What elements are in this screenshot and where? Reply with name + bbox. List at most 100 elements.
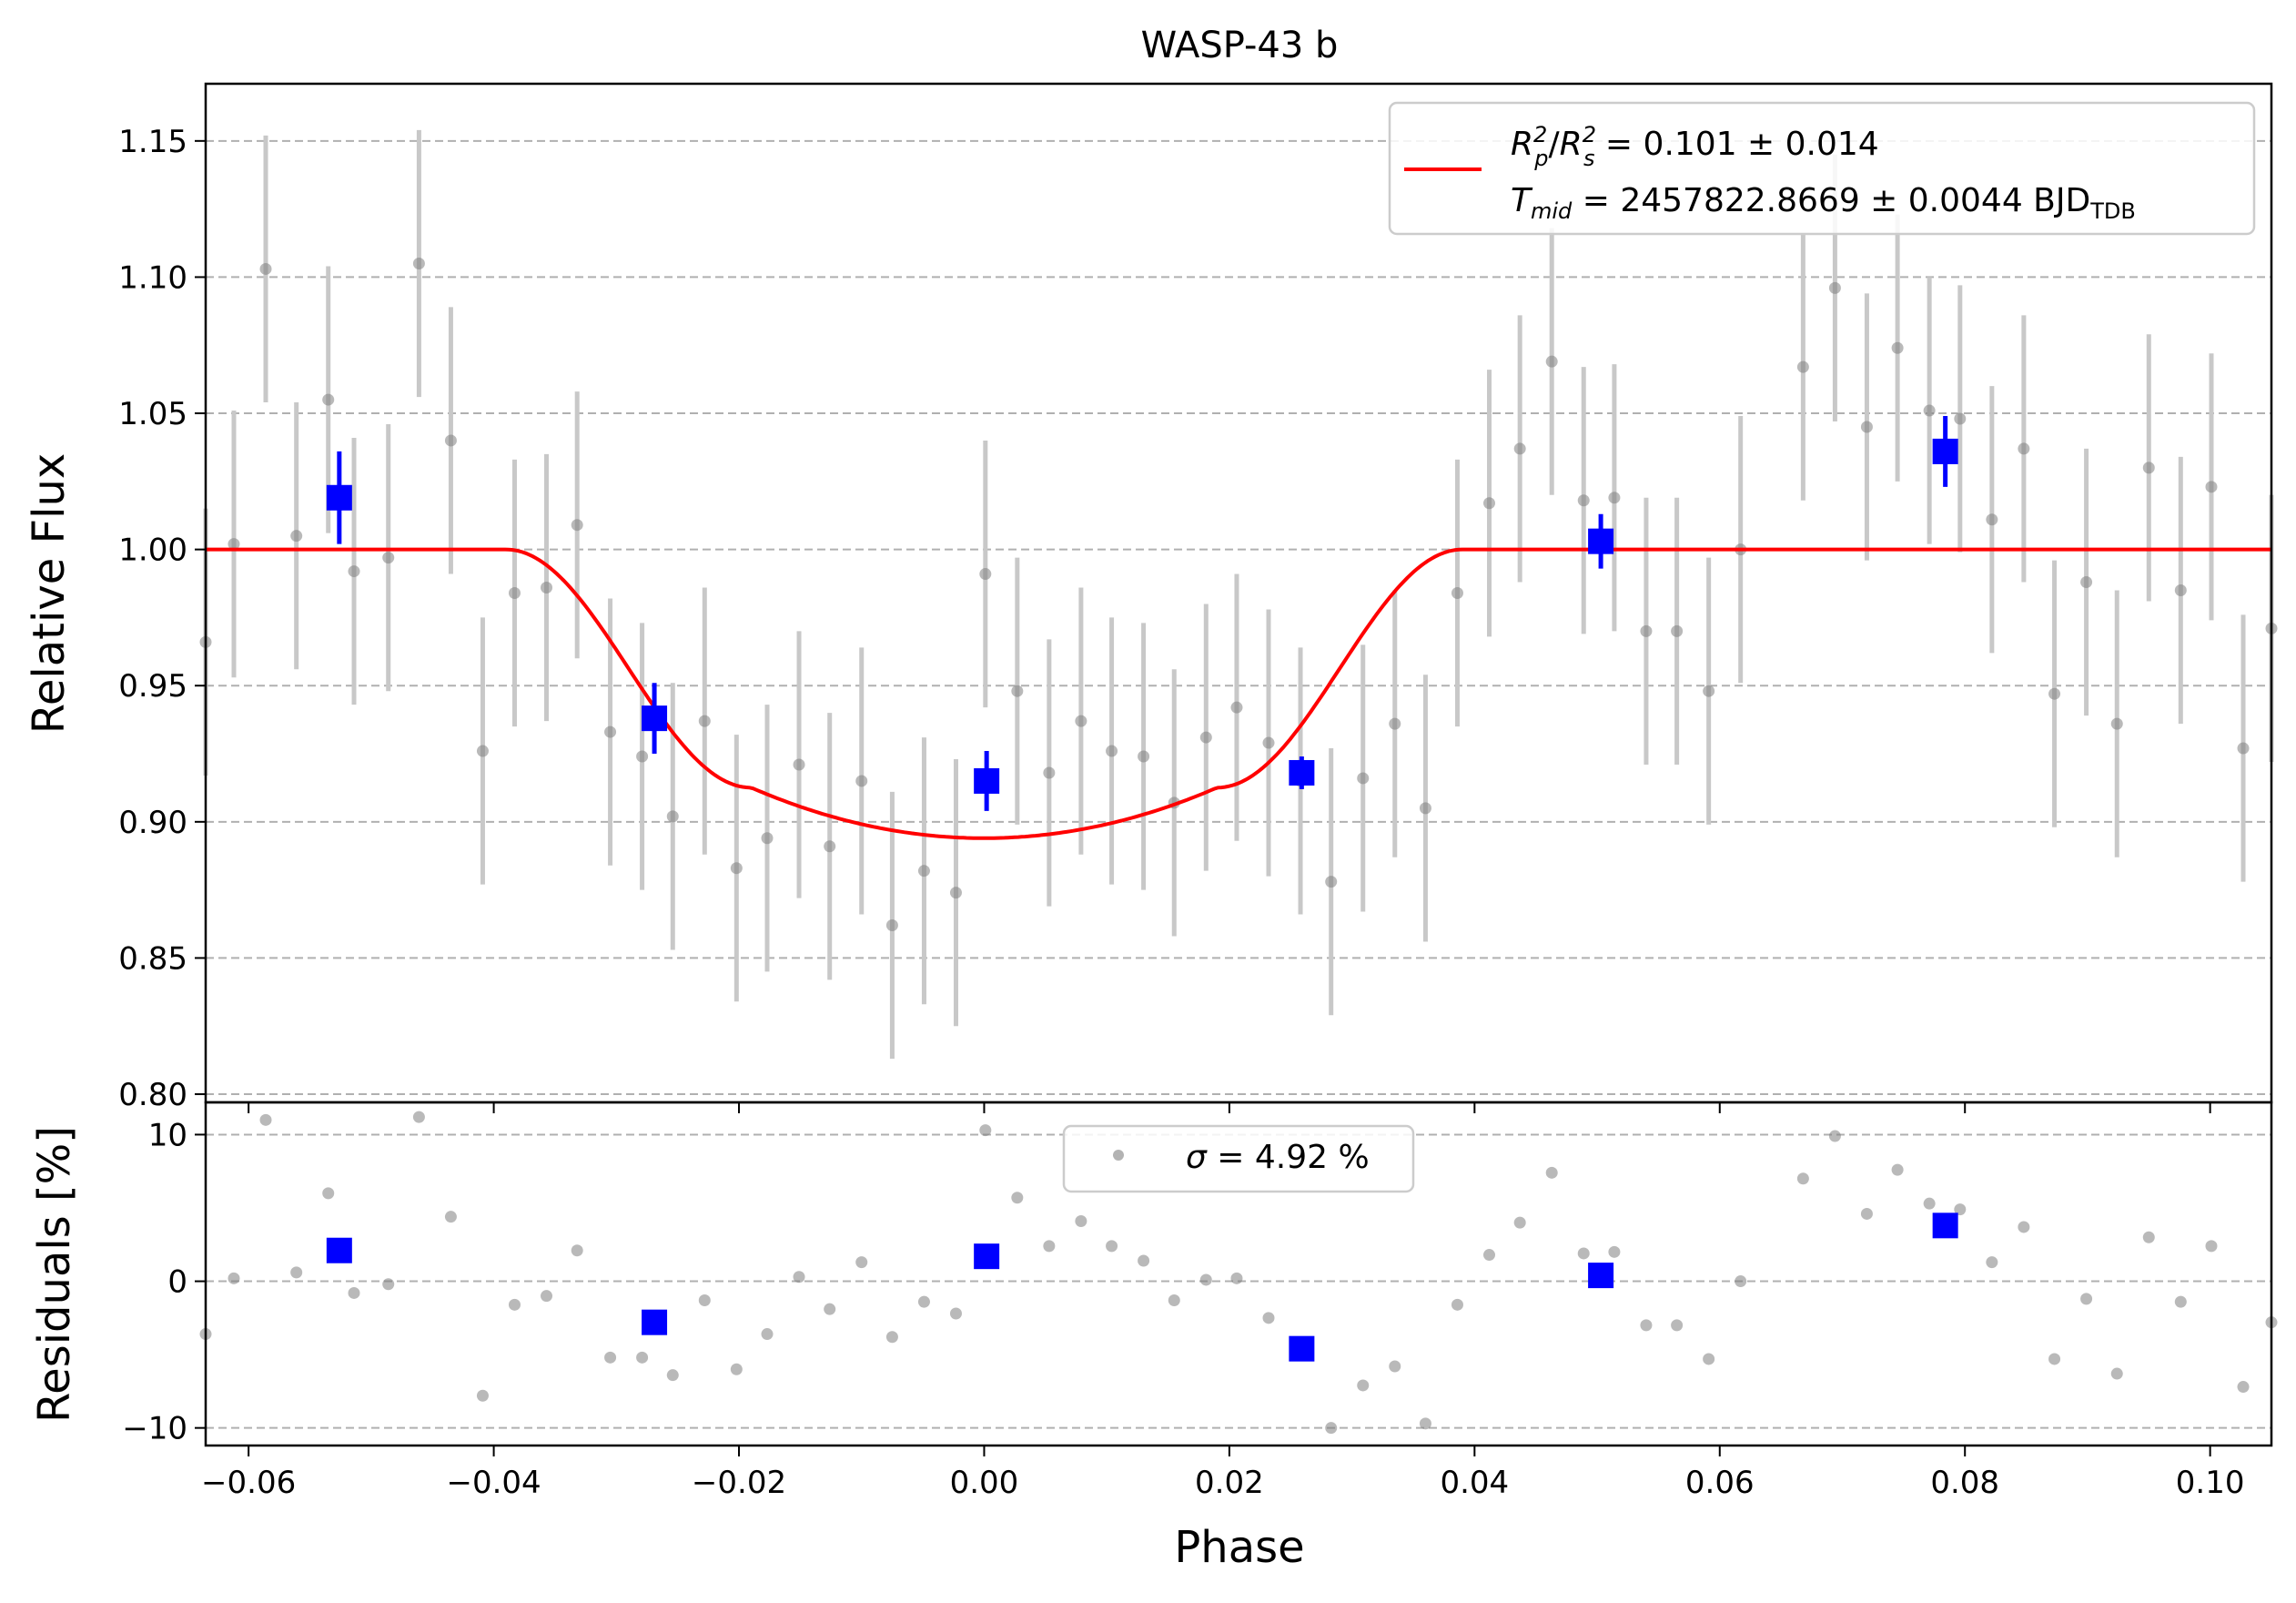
bottom-x-tick-label: 0.00	[950, 1465, 1019, 1501]
top-y-tick-label: 1.15	[118, 124, 187, 160]
residual-point	[1451, 1298, 1463, 1311]
residual-point	[1199, 1273, 1212, 1286]
residual-point	[698, 1294, 711, 1306]
residual-point	[348, 1286, 360, 1299]
residual-point	[2110, 1367, 2123, 1380]
raw-point	[2018, 442, 2030, 455]
raw-point	[1954, 412, 1967, 425]
bottom-x-tick-label: −0.04	[446, 1465, 541, 1501]
raw-point	[1419, 802, 1431, 815]
bottom-x-tick-label: 0.04	[1440, 1465, 1509, 1501]
residual-point	[2080, 1293, 2093, 1305]
residual-point	[1357, 1379, 1370, 1392]
raw-point	[1703, 685, 1715, 697]
raw-point	[1828, 281, 1841, 294]
transit-model-curve	[206, 547, 2271, 840]
top-binned-points	[326, 416, 1958, 811]
raw-point	[1513, 442, 1526, 455]
raw-point	[2110, 717, 2123, 730]
residual-point	[2237, 1381, 2250, 1394]
residual-point	[476, 1389, 489, 1402]
bottom-x-tick-label: 0.06	[1685, 1465, 1755, 1501]
residual-point	[636, 1351, 649, 1364]
bottom-y-tick-label: −10	[122, 1411, 187, 1447]
raw-point	[259, 262, 272, 275]
residual-point	[666, 1369, 679, 1382]
binned-point	[642, 705, 668, 732]
raw-point	[382, 552, 395, 564]
residual-point	[508, 1298, 521, 1311]
residual-point	[2018, 1221, 2030, 1233]
top-y-axis-label: Relative Flux	[24, 453, 75, 735]
residual-point	[855, 1256, 868, 1269]
residual-point	[793, 1271, 805, 1283]
residual-point	[1482, 1249, 1495, 1262]
raw-point	[1011, 685, 1024, 697]
bottom-y-tick-label: 0	[167, 1264, 187, 1301]
residual-point	[1735, 1275, 1747, 1288]
chart-title: WASP-43 b	[1141, 25, 1339, 66]
binned-residual-point	[974, 1243, 1000, 1270]
residual-point	[1230, 1272, 1243, 1284]
residual-point	[1860, 1207, 1873, 1220]
top-y-tick-label: 1.05	[118, 396, 187, 432]
residual-point	[2048, 1353, 2061, 1365]
raw-point	[348, 565, 360, 578]
raw-point	[1451, 587, 1463, 599]
raw-point	[636, 750, 649, 763]
raw-point	[949, 887, 962, 899]
residual-point	[1703, 1353, 1715, 1365]
raw-point	[1357, 772, 1370, 785]
raw-point	[541, 582, 553, 594]
residual-point	[1796, 1172, 1809, 1185]
residual-point	[412, 1111, 425, 1123]
bottom-x-tick-label: −0.06	[201, 1465, 296, 1501]
raw-point	[476, 745, 489, 757]
binned-point	[974, 767, 1000, 794]
raw-point	[1608, 492, 1621, 504]
raw-point	[1577, 494, 1590, 507]
top-y-tick-label: 0.95	[118, 668, 187, 705]
legend-mid-time: Tmid = 2457822.8669 ± 0.0044 BJDTDB	[1511, 182, 2136, 224]
bottom-raw-points	[199, 1111, 2278, 1435]
legend-sigma: σ = 4.92 %	[1186, 1139, 1370, 1176]
bottom-x-ticks: −0.06 −0.04 −0.02 0.00 0.02 0.04 0.06 0.08 0.10	[201, 1446, 2244, 1501]
residual-point	[1954, 1203, 1967, 1216]
residual-point	[1325, 1422, 1338, 1435]
residual-point	[1389, 1360, 1401, 1373]
residual-point	[1419, 1417, 1431, 1430]
raw-point	[1671, 624, 1684, 637]
bottom-panel: −10 0 10 −0.06 −0.04 −0.02 0.00 0.02 0.04 0.06 0.…	[29, 1101, 2278, 1573]
raw-point	[885, 919, 898, 932]
residual-point	[1671, 1319, 1684, 1332]
raw-point	[1199, 731, 1212, 744]
residual-point	[1168, 1294, 1180, 1306]
top-legend: R2 p/R2 s = 0.101 ± 0.014 Tmid = 2457822.8…	[1388, 101, 2256, 236]
binned-point	[1588, 528, 1614, 554]
residual-point	[1262, 1312, 1275, 1324]
raw-point	[1262, 736, 1275, 749]
raw-point	[571, 519, 583, 532]
raw-point	[1075, 715, 1087, 727]
residual-point	[228, 1272, 240, 1284]
raw-point	[1043, 766, 1056, 779]
top-raw-points	[199, 129, 2278, 1060]
raw-point	[1796, 360, 1809, 373]
residual-point	[824, 1303, 836, 1315]
raw-point	[2048, 687, 2061, 700]
residual-point	[1075, 1215, 1087, 1227]
raw-point	[444, 434, 457, 447]
raw-point	[1860, 421, 1873, 433]
residual-point	[1640, 1319, 1653, 1332]
binned-residual-point	[1932, 1212, 1958, 1239]
residual-point	[1828, 1130, 1841, 1142]
raw-point	[1482, 497, 1495, 510]
top-x-ticks	[248, 1102, 2211, 1113]
residual-point	[1545, 1166, 1558, 1179]
top-legend-box	[1388, 101, 2256, 236]
residual-point	[1138, 1254, 1150, 1267]
residual-point	[1106, 1240, 1118, 1253]
residual-point	[259, 1113, 272, 1126]
top-y-ticks: 0.80 0.85 0.90 0.95 1.00 1.05 1.10 1.15	[118, 124, 206, 1113]
residual-point	[1577, 1247, 1590, 1260]
